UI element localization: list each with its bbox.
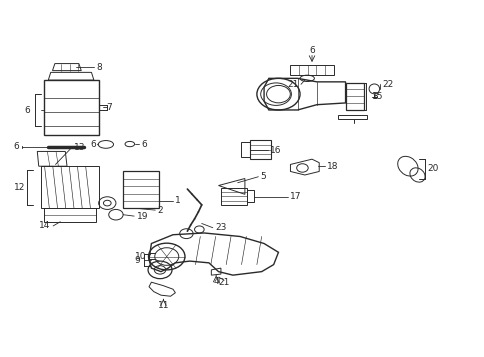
Text: 5: 5 (260, 172, 266, 181)
Text: 13: 13 (74, 144, 85, 152)
Text: 7: 7 (106, 103, 111, 112)
Text: 10: 10 (135, 252, 146, 261)
Bar (241, 142, 249, 157)
Bar (249, 140, 271, 159)
Bar (345, 82, 363, 110)
Text: 4: 4 (213, 277, 218, 286)
Text: 23: 23 (215, 223, 226, 232)
Text: 15: 15 (371, 92, 382, 101)
Text: 6: 6 (25, 106, 30, 115)
Text: 8: 8 (96, 62, 102, 72)
Text: 14: 14 (39, 221, 51, 231)
Text: 21: 21 (218, 278, 229, 287)
Text: 6: 6 (141, 140, 147, 149)
Bar (247, 190, 254, 202)
Text: 6: 6 (13, 142, 19, 151)
Text: 9: 9 (134, 256, 139, 265)
Text: 11: 11 (157, 301, 169, 310)
Text: 19: 19 (136, 212, 148, 221)
Text: 22: 22 (381, 80, 393, 89)
Text: 18: 18 (327, 162, 338, 171)
Text: 21: 21 (287, 80, 298, 89)
Bar (44, 208, 96, 222)
Text: 20: 20 (427, 164, 438, 174)
Bar (122, 171, 158, 208)
Text: 12: 12 (14, 183, 25, 192)
Text: 2: 2 (157, 206, 163, 215)
Text: 6: 6 (308, 46, 314, 55)
Text: 16: 16 (270, 146, 281, 155)
Text: 3: 3 (371, 92, 377, 101)
Text: 17: 17 (289, 192, 301, 201)
Bar (221, 188, 247, 205)
Text: 1: 1 (175, 196, 181, 206)
Text: 6: 6 (90, 140, 96, 149)
